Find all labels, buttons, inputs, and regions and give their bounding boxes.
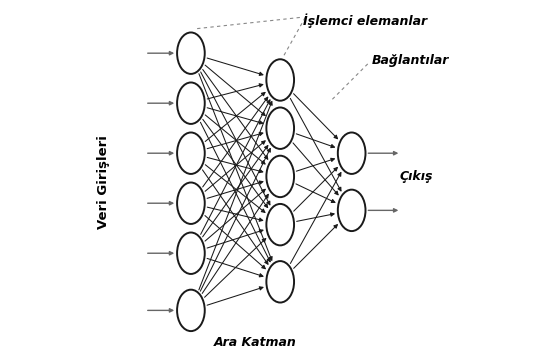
Ellipse shape — [266, 108, 294, 149]
Text: Bağlantılar: Bağlantılar — [371, 54, 448, 67]
Ellipse shape — [177, 233, 205, 274]
Text: Veri Girişleri: Veri Girişleri — [97, 135, 110, 229]
Text: Ara Katman: Ara Katman — [214, 336, 296, 349]
Ellipse shape — [177, 32, 205, 74]
Ellipse shape — [338, 132, 365, 174]
Ellipse shape — [177, 290, 205, 331]
Ellipse shape — [177, 132, 205, 174]
Ellipse shape — [266, 59, 294, 101]
Text: Çıkış: Çıkış — [400, 170, 433, 183]
Ellipse shape — [177, 82, 205, 124]
Ellipse shape — [266, 156, 294, 197]
Ellipse shape — [266, 261, 294, 302]
Ellipse shape — [177, 183, 205, 224]
Ellipse shape — [338, 190, 365, 231]
Ellipse shape — [266, 204, 294, 246]
Text: İşlemci elemanlar: İşlemci elemanlar — [303, 14, 427, 28]
